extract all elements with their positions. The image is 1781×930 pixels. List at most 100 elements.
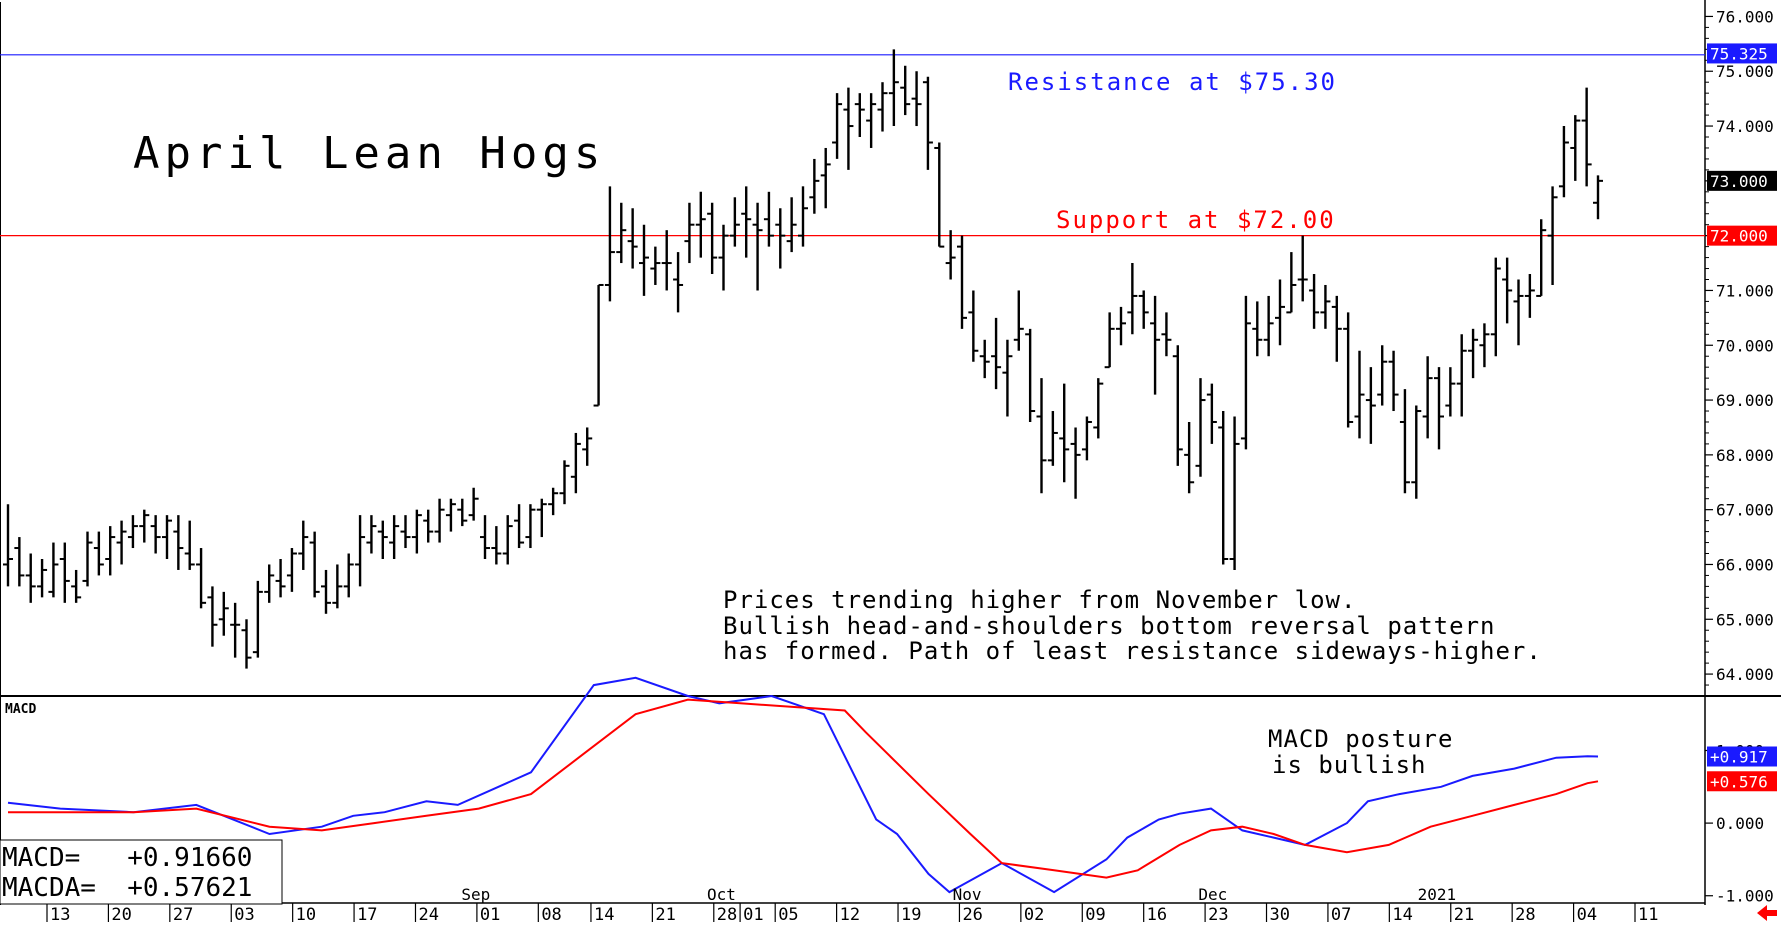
price-bar: [1138, 290, 1149, 329]
price-bar: [1002, 339, 1013, 417]
month-label: Oct: [707, 885, 736, 904]
commentary-line-2: Bullish head-and-shoulders bottom revers…: [723, 612, 1495, 640]
macd-annotation-line-2: is bullish: [1272, 751, 1427, 779]
price-bar: [1116, 306, 1126, 346]
price-bar: [866, 93, 877, 148]
price-bar: [729, 197, 740, 247]
date-tick-label: 30: [1270, 905, 1290, 925]
price-bar: [241, 619, 252, 669]
axis-value-badge: 75.325: [1707, 43, 1777, 64]
date-tick-label: 16: [1147, 905, 1167, 925]
price-bar: [502, 515, 513, 565]
axis-value-badge: 72.000: [1707, 225, 1777, 246]
price-bar: [843, 87, 854, 170]
price-bar: [786, 197, 797, 253]
price-bar: [798, 186, 808, 247]
price-bar: [911, 71, 922, 127]
date-tick-label: 14: [1392, 905, 1412, 925]
price-bar: [922, 76, 933, 170]
price-bar: [150, 515, 161, 554]
date-tick-label: 21: [655, 905, 675, 925]
macd-tick-label: -1.000: [1716, 887, 1774, 906]
price-tick-label: 64.000: [1716, 665, 1774, 684]
date-axis: 13 20 27 03 10 17 24 01 08 14 21 28 01 05 12 19 26 02 09 16…: [46, 885, 1658, 925]
price-bar: [1172, 345, 1183, 466]
price-bar: [1320, 284, 1331, 329]
price-bar: [639, 224, 649, 296]
price-bar: [1388, 350, 1399, 412]
macd-series-line: [7, 676, 1599, 894]
price-bar: [1343, 312, 1354, 428]
price-bar: [945, 230, 956, 280]
date-tick-label: 19: [901, 905, 921, 925]
price-bar: [1047, 411, 1058, 466]
price-bar: [1036, 378, 1047, 494]
date-tick-label: 09: [1085, 905, 1105, 925]
price-bar: [298, 520, 309, 570]
price-bar: [1218, 411, 1229, 565]
svg-text:+0.917: +0.917: [1710, 748, 1768, 767]
price-bar: [116, 520, 127, 565]
price-bar: [1104, 312, 1115, 369]
price-bar: [184, 520, 195, 570]
price-bar: [1354, 350, 1365, 439]
price-bar: [627, 208, 638, 269]
price-bar: [1240, 295, 1251, 450]
axis-value-badge: +0.576: [1707, 771, 1777, 792]
price-bar: [1309, 274, 1320, 329]
price-bar: [854, 93, 865, 138]
price-bar: [832, 93, 843, 159]
price-tick-label: 71.000: [1716, 281, 1774, 300]
price-bar: [1161, 312, 1172, 357]
date-tick-label: 24: [418, 905, 438, 925]
price-bar: [1195, 378, 1206, 477]
price-bar: [877, 82, 888, 132]
price-bar: [1558, 126, 1569, 198]
date-tick-label: 03: [234, 905, 254, 925]
price-bar: [59, 542, 70, 603]
price-bar: [957, 235, 967, 329]
price-bar: [25, 553, 36, 603]
price-bar: [309, 531, 320, 598]
price-bar: [1229, 416, 1240, 570]
commentary-line-3: has formed. Path of least resistance sid…: [723, 637, 1542, 665]
price-bar: [275, 558, 286, 598]
price-bar: [718, 224, 729, 291]
axis-value-badge: +0.917: [1707, 746, 1777, 767]
date-tick-label: 28: [717, 905, 737, 925]
scroll-right-arrow-icon[interactable]: [1757, 905, 1777, 921]
date-tick-label: 27: [173, 905, 193, 925]
price-bar: [661, 230, 672, 291]
price-bar: [559, 460, 570, 505]
price-bar: [763, 191, 774, 247]
month-label: Nov: [953, 885, 982, 904]
price-bar: [1513, 279, 1524, 346]
price-bar: [1127, 263, 1138, 335]
price-bar: [1502, 257, 1513, 324]
price-bar: [707, 202, 718, 275]
month-label: Sep: [461, 885, 490, 904]
price-bar: [389, 515, 400, 559]
price-tick-label: 66.000: [1716, 555, 1774, 574]
price-bar: [1547, 186, 1558, 285]
price-bar: [321, 569, 331, 614]
price-bar: [1184, 421, 1195, 494]
month-label: 2021: [1418, 885, 1457, 904]
price-bar: [139, 509, 150, 543]
price-bar: [173, 515, 184, 570]
price-bar: [1070, 427, 1081, 499]
price-bar: [1252, 301, 1263, 357]
axis-badges: 75.325 73.000 72.000 +0.917 +0.576: [1707, 43, 1777, 792]
macd-readout: MACD= +0.91660: [2, 843, 252, 873]
price-bar: [616, 202, 627, 264]
price-bar: [570, 432, 581, 494]
price-bar: [411, 509, 422, 554]
price-bar: [991, 317, 1002, 390]
price-bar: [230, 602, 241, 658]
price-bar: [1524, 274, 1535, 318]
date-tick-label: 17: [357, 905, 377, 925]
price-bar: [264, 564, 275, 603]
price-bar: [695, 191, 706, 258]
price-bar: [752, 202, 763, 291]
